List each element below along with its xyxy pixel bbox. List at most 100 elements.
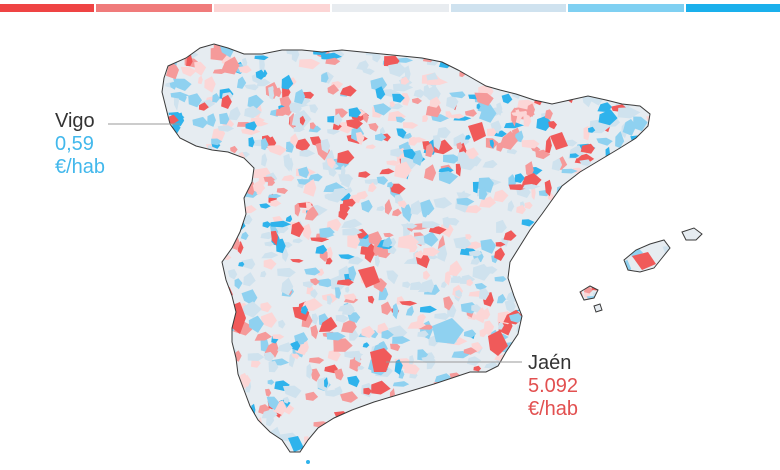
municipality-patch <box>460 439 481 451</box>
municipality-patch <box>162 316 171 329</box>
municipality-patch <box>381 301 392 315</box>
municipality-patch <box>591 369 604 379</box>
municipality-patch <box>310 368 321 382</box>
municipality-patch <box>451 52 467 60</box>
municipality-patch <box>468 425 480 439</box>
municipality-patch <box>559 455 571 464</box>
municipality-patch <box>469 392 487 402</box>
municipality-patch <box>603 372 619 385</box>
municipality-patch <box>299 149 316 157</box>
municipality-patch <box>629 320 636 327</box>
municipality-patch <box>222 412 234 425</box>
municipality-patch <box>651 414 664 431</box>
municipality-patch <box>547 286 556 293</box>
municipality-patch <box>524 201 533 210</box>
municipality-patch <box>504 364 512 381</box>
municipality-patch <box>179 317 192 330</box>
municipality-patch <box>585 225 601 234</box>
municipality-patch <box>181 421 204 434</box>
municipality-patch <box>245 121 257 131</box>
municipality-patch <box>572 270 585 276</box>
municipality-patch <box>163 233 177 248</box>
municipality-patch <box>399 300 418 306</box>
municipality-patch <box>496 434 509 441</box>
municipality-patch <box>519 285 528 302</box>
municipality-patch <box>236 76 247 89</box>
municipality-patch <box>370 77 388 92</box>
municipality-patch <box>495 241 506 247</box>
municipality-patch <box>552 233 570 245</box>
municipality-patch <box>368 231 382 246</box>
municipality-patch <box>340 391 359 403</box>
municipality-patch <box>649 440 661 452</box>
municipality-patch <box>368 122 379 132</box>
municipality-patch <box>537 329 548 345</box>
municipality-patch <box>638 143 648 154</box>
municipality-patch <box>583 326 599 333</box>
municipality-patch <box>593 344 609 357</box>
municipality-patch <box>644 454 651 461</box>
municipality-patch <box>162 379 168 392</box>
municipality-patch <box>392 381 410 387</box>
municipality-patch <box>456 197 475 206</box>
municipality-patch <box>390 343 401 352</box>
municipality-patch <box>633 116 648 132</box>
municipality-patch <box>290 221 305 238</box>
municipality-patch <box>672 113 679 123</box>
municipality-patch <box>169 297 191 310</box>
municipality-patch <box>228 180 249 187</box>
municipality-patch <box>334 368 344 381</box>
municipality-patch <box>395 426 412 434</box>
municipality-patch <box>166 429 176 438</box>
municipality-patch <box>294 138 311 152</box>
municipality-patch <box>356 190 368 200</box>
municipality-patch <box>162 434 170 441</box>
color-scale-legend <box>0 4 780 12</box>
municipality-patch <box>617 107 641 119</box>
municipality-patch <box>493 189 509 203</box>
municipality-patch <box>433 399 444 413</box>
municipality-patch <box>605 184 624 201</box>
municipality-patch <box>264 351 275 363</box>
municipality-patch <box>381 329 394 340</box>
municipality-patch <box>254 331 272 341</box>
municipality-patch <box>535 232 543 240</box>
municipality-patch <box>489 139 494 149</box>
municipality-patch <box>620 146 641 157</box>
vigo-unit: €/hab <box>55 156 106 178</box>
municipality-patch <box>183 386 191 398</box>
municipality-patch <box>603 313 612 324</box>
municipality-patch <box>628 222 644 230</box>
municipality-patch <box>619 299 635 312</box>
municipality-patch <box>519 60 534 70</box>
municipality-patch <box>200 274 212 283</box>
municipality-patch <box>434 312 450 320</box>
municipality-patch <box>683 339 691 353</box>
municipality-patch <box>203 230 222 245</box>
municipality-patch <box>162 207 168 218</box>
municipality-patch <box>227 269 238 280</box>
municipality-patch <box>520 297 534 307</box>
municipality-patch <box>597 450 614 452</box>
municipality-patch <box>321 52 342 60</box>
municipality-patch <box>634 355 640 367</box>
municipality-patch <box>443 296 454 311</box>
municipality-patch <box>222 446 229 452</box>
municipality-patch <box>218 435 226 449</box>
municipality-patch <box>606 366 620 379</box>
municipality-patch <box>634 44 651 51</box>
municipality-patch <box>443 447 449 452</box>
municipality-patch <box>635 398 649 408</box>
municipality-patch <box>592 63 608 69</box>
municipality-patch <box>472 263 492 281</box>
municipality-patch <box>677 293 696 308</box>
municipality-patch <box>619 423 630 432</box>
municipality-patch <box>465 205 482 214</box>
municipality-patch <box>603 338 618 346</box>
municipality-patch <box>546 450 556 452</box>
municipality-patch <box>436 127 451 139</box>
municipality-patch <box>210 165 222 177</box>
municipality-patch <box>626 207 643 216</box>
municipality-patch <box>385 439 393 452</box>
municipality-patch <box>645 143 661 154</box>
